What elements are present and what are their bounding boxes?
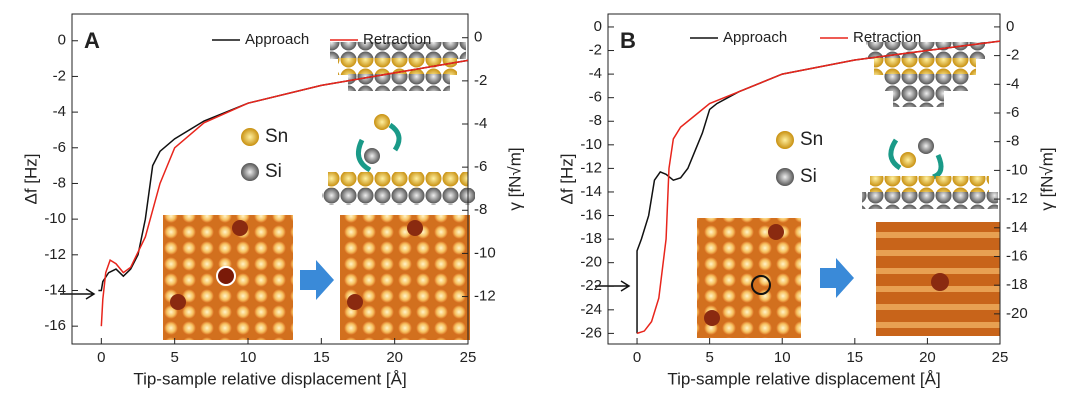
y-tick-label: -14	[44, 281, 66, 298]
y2-tick-label: -6	[474, 158, 487, 175]
y2-tick-label: -8	[474, 201, 487, 218]
atom-label: Sn	[800, 129, 823, 150]
y-tick-label: -2	[589, 42, 602, 59]
atom-label: Si	[265, 161, 282, 182]
y-tick-label: -12	[44, 246, 66, 263]
y2-tick-label: -14	[1006, 219, 1028, 236]
x-tick-label: 0	[97, 349, 105, 366]
y2-tick-label: -18	[1006, 276, 1028, 293]
y2-tick-label: -10	[474, 244, 496, 261]
y2-axis-label: γ [fN√m]	[1037, 147, 1056, 210]
y-tick-label: 0	[58, 32, 66, 49]
y-axis-label: Δf [Hz]	[21, 153, 40, 204]
plot-frame	[71, 13, 469, 345]
y2-tick-label: -2	[1006, 47, 1019, 64]
data-line	[636, 40, 1001, 335]
y-tick-label: -10	[44, 210, 66, 227]
y-tick-label: -14	[580, 183, 602, 200]
y-tick-label: -8	[53, 174, 66, 191]
y-tick-label: -20	[580, 254, 602, 271]
y-tick-label: -18	[580, 230, 602, 247]
x-tick-label: 15	[313, 349, 330, 366]
y-tick-label: -16	[44, 317, 66, 334]
x-axis-label: Tip-sample relative displacement [Å]	[133, 369, 406, 388]
y-tick-label: 0	[594, 18, 602, 35]
x-tick-label: 20	[919, 349, 936, 366]
panel-b-insets	[595, 42, 1000, 338]
legend-label: Approach	[245, 31, 309, 48]
x-tick-label: 0	[633, 349, 641, 366]
atom-label: Si	[800, 166, 817, 187]
panel-label: A	[84, 28, 100, 53]
legend-label: Retraction	[853, 29, 921, 46]
x-tick-label: 5	[705, 349, 713, 366]
y2-tick-label: -8	[1006, 133, 1019, 150]
y2-tick-label: -12	[474, 288, 496, 305]
x-tick-label: 20	[386, 349, 403, 366]
y-tick-label: -10	[580, 136, 602, 153]
x-tick-label: 25	[992, 349, 1009, 366]
panel-label: B	[620, 28, 636, 53]
y-tick-label: -26	[580, 324, 602, 341]
y2-tick-label: -4	[1006, 75, 1019, 92]
legend-label: Retraction	[363, 31, 431, 48]
panel-a-insets	[60, 42, 475, 340]
x-tick-label: 25	[460, 349, 477, 366]
plot-frame	[607, 13, 1001, 345]
y2-tick-label: -10	[1006, 161, 1028, 178]
y2-tick-label: -20	[1006, 305, 1028, 322]
y2-tick-label: -2	[474, 72, 487, 89]
y2-tick-label: -16	[1006, 247, 1028, 264]
y2-tick-label: -12	[1006, 190, 1028, 207]
x-tick-label: 5	[170, 349, 178, 366]
y2-tick-label: -4	[474, 115, 487, 132]
y2-tick-label: -6	[1006, 104, 1019, 121]
y2-tick-label: 0	[1006, 18, 1014, 35]
y-tick-label: -24	[580, 301, 602, 318]
y-tick-label: -2	[53, 67, 66, 84]
x-tick-label: 15	[846, 349, 863, 366]
y2-tick-label: 0	[474, 29, 482, 46]
y-axis-label: Δf [Hz]	[557, 153, 576, 204]
atom-label: Sn	[265, 126, 288, 147]
legend-label: Approach	[723, 29, 787, 46]
y-tick-label: -4	[53, 103, 66, 120]
y-tick-label: -22	[580, 277, 602, 294]
y-tick-label: -6	[589, 89, 602, 106]
y2-axis-label: γ [fN√m]	[505, 147, 524, 210]
y-tick-label: -8	[589, 112, 602, 129]
y-tick-label: -12	[580, 159, 602, 176]
x-tick-label: 10	[774, 349, 791, 366]
data-line	[100, 59, 469, 327]
y-tick-label: -6	[53, 139, 66, 156]
x-axis-label: Tip-sample relative displacement [Å]	[667, 369, 940, 388]
y-tick-label: -16	[580, 207, 602, 224]
x-tick-label: 10	[240, 349, 257, 366]
y-tick-label: -4	[589, 65, 602, 82]
